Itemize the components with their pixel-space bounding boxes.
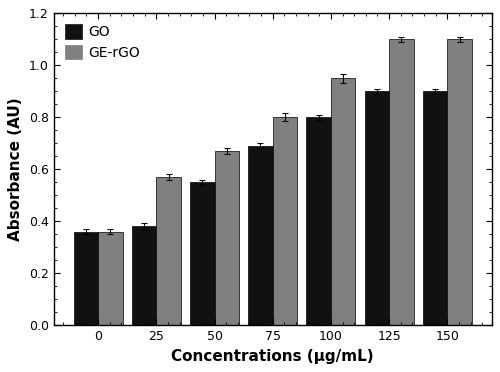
Bar	[331, 78, 355, 325]
Bar	[132, 227, 156, 325]
Bar	[214, 151, 239, 325]
X-axis label: Concentrations (μg/mL): Concentrations (μg/mL)	[172, 349, 374, 364]
Bar	[272, 117, 297, 325]
Bar	[190, 182, 214, 325]
Bar	[389, 39, 413, 325]
Bar	[448, 39, 472, 325]
Bar	[74, 232, 98, 325]
Legend: GO, GE-rGO: GO, GE-rGO	[60, 20, 144, 64]
Bar	[248, 146, 272, 325]
Bar	[156, 177, 180, 325]
Y-axis label: Absorbance (AU): Absorbance (AU)	[8, 97, 24, 241]
Bar	[364, 91, 389, 325]
Bar	[98, 232, 122, 325]
Bar	[423, 91, 448, 325]
Bar	[306, 117, 331, 325]
